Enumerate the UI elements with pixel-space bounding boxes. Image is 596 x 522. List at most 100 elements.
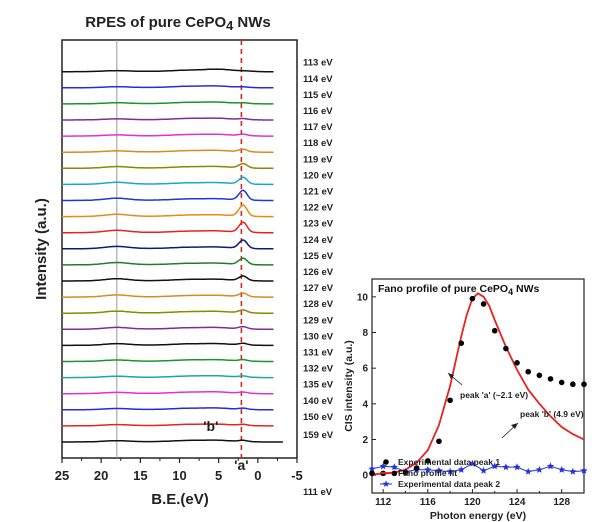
rpes-photon-energy-label: 114 eV — [303, 74, 333, 85]
fano-peak2-point — [368, 465, 376, 472]
rpes-photon-energy-label: 115 eV — [303, 90, 333, 101]
fano-y-axis-title: CIS intensity (a.u.) — [343, 340, 355, 432]
rpes-spectrum-line — [62, 221, 274, 234]
fano-peak1-point — [369, 470, 375, 477]
fano-peak1-point — [424, 458, 431, 464]
rpes-x-tick-label: 10 — [172, 468, 186, 483]
rpes-spectrum-line — [62, 374, 274, 379]
fano-plot-frame — [371, 278, 585, 494]
fano-peak1-point — [402, 469, 409, 476]
rpes-photon-energy-label: 150 eV — [303, 412, 334, 423]
fano-peak2-point — [480, 466, 488, 474]
rpes-photon-energy-label: 118 eV — [303, 138, 333, 149]
rpes-x-tick-label: 25 — [55, 468, 69, 483]
rpes-spectrum-line — [62, 342, 274, 347]
fano-peak2-point — [435, 466, 443, 474]
fano-y-tick-label: 4 — [362, 399, 368, 410]
fano-title: Fano profile of pure CePO4 NWs — [378, 283, 539, 297]
fano-title-subscript: 4 — [508, 287, 513, 297]
fano-peak-a-arrowhead — [448, 373, 454, 379]
rpes-spectrum-line — [62, 133, 274, 137]
rpes-photon-energy-label: 120 eV — [303, 170, 334, 181]
fano-peak1-point — [480, 301, 487, 307]
rpes-spectrum-line — [62, 257, 274, 266]
fano-peak2-point — [424, 466, 432, 473]
fano-peak2-point — [569, 467, 577, 475]
rpes-title-subscript: 4 — [226, 18, 234, 33]
fano-peak1-point — [458, 340, 465, 347]
fano-y-tick-label: 0 — [362, 471, 368, 482]
rpes-x-tick-label: 5 — [215, 468, 222, 483]
rpes-spectrum-line — [62, 101, 274, 105]
rpes-spectrum-line — [62, 275, 274, 282]
fano-peak1-point — [570, 381, 576, 388]
fano-x-axis-title: Photon energy (eV) — [430, 510, 526, 522]
rpes-photon-energy-label: 122 eV — [303, 203, 334, 214]
rpes-photon-energy-label: 121 eV — [303, 187, 334, 198]
rpes-photon-energy-label: 116 eV — [303, 106, 333, 117]
fano-legend-peak2-marker — [382, 480, 390, 487]
fano-peak1-point — [447, 397, 453, 404]
fano-peak2-point — [468, 459, 476, 467]
rpes-photon-energy-label: 159 eV — [303, 430, 334, 441]
rpes-x-tick-label: 15 — [133, 468, 147, 483]
fano-peak-b-arrowhead — [511, 423, 518, 429]
fano-peak1-point — [391, 470, 398, 477]
rpes-spectrum-line — [62, 358, 274, 363]
rpes-x-tick-label: -5 — [291, 468, 303, 483]
fano-x-tick-label: 124 — [509, 497, 526, 508]
fano-peak1-point — [413, 465, 420, 471]
fano-peak-b-annotation: peak 'b' (4.9 eV) — [520, 409, 584, 419]
fano-peak1-point — [536, 372, 543, 379]
rpes-spectrum-line — [62, 189, 274, 202]
rpes-y-axis-title: Intensity (a.u.) — [33, 198, 50, 300]
fano-legend-peak1-marker — [383, 459, 389, 465]
fano-peak1-point — [514, 360, 520, 366]
fano-peak2-point — [379, 462, 387, 470]
fano-x-tick-label: 120 — [464, 497, 481, 508]
fano-legend-peak1-label: Experimental data peak 1 — [398, 457, 500, 467]
rpes-spectrum-line — [62, 309, 274, 314]
fano-fit-line — [371, 292, 585, 476]
fano-peak2-point — [457, 466, 465, 473]
fano-title-main: Fano profile of pure CePO — [378, 283, 508, 295]
fano-peak2-point — [502, 463, 510, 471]
rpes-title: RPES of pure CePO4 NWs — [85, 14, 270, 33]
rpes-spectrum-line — [62, 239, 274, 250]
rpes-photon-energy-label: 126 eV — [303, 267, 334, 278]
fano-x-tick-label: 116 — [420, 497, 437, 508]
rpes-spectrum-line — [62, 325, 274, 331]
fano-peak2-point — [558, 466, 566, 473]
rpes-photon-energy-label: 125 eV — [303, 251, 334, 262]
fano-y-tick-label: 6 — [362, 364, 368, 375]
rpes-spectrum-line — [62, 148, 274, 153]
fano-y-tick-label: 2 — [362, 435, 368, 446]
rpes-photon-energy-label: 111 eV — [303, 487, 333, 498]
fano-peak2-point — [524, 467, 532, 475]
fano-y-tick-label: 10 — [357, 292, 369, 303]
fano-peak2-point — [546, 462, 555, 470]
rpes-spectrum-line — [62, 391, 274, 395]
rpes-peak-a-label: 'a' — [234, 457, 248, 473]
rpes-spectrum-line — [62, 162, 274, 170]
rpes-spectrum-line — [62, 85, 274, 89]
fano-peak1-point — [469, 295, 476, 302]
rpes-title-main: RPES of pure CePO — [85, 14, 226, 31]
fano-peak1-point — [558, 379, 565, 386]
rpes-photon-energy-label: 123 eV — [303, 219, 334, 230]
rpes-photon-energy-label: 124 eV — [303, 235, 334, 246]
rpes-photon-energy-label: 135 eV — [303, 380, 334, 391]
rpes-title-suffix: NWs — [233, 14, 271, 31]
rpes-photon-energy-label: 131 eV — [303, 348, 334, 359]
rpes-photon-energy-label: 127 eV — [303, 283, 334, 294]
rpes-photon-energy-label: 132 eV — [303, 364, 334, 375]
fano-peak2-point — [446, 467, 454, 475]
fano-peak2-point — [390, 463, 398, 471]
rpes-spectrum-line — [62, 176, 274, 186]
rpes-photon-energy-label: 130 eV — [303, 331, 334, 342]
rpes-x-tick-label: 0 — [254, 468, 261, 483]
rpes-peak-b-label: 'b' — [203, 418, 218, 434]
fano-legend-fit-label: Fano profile fit — [398, 468, 457, 478]
rpes-spectrum-line — [62, 204, 274, 218]
